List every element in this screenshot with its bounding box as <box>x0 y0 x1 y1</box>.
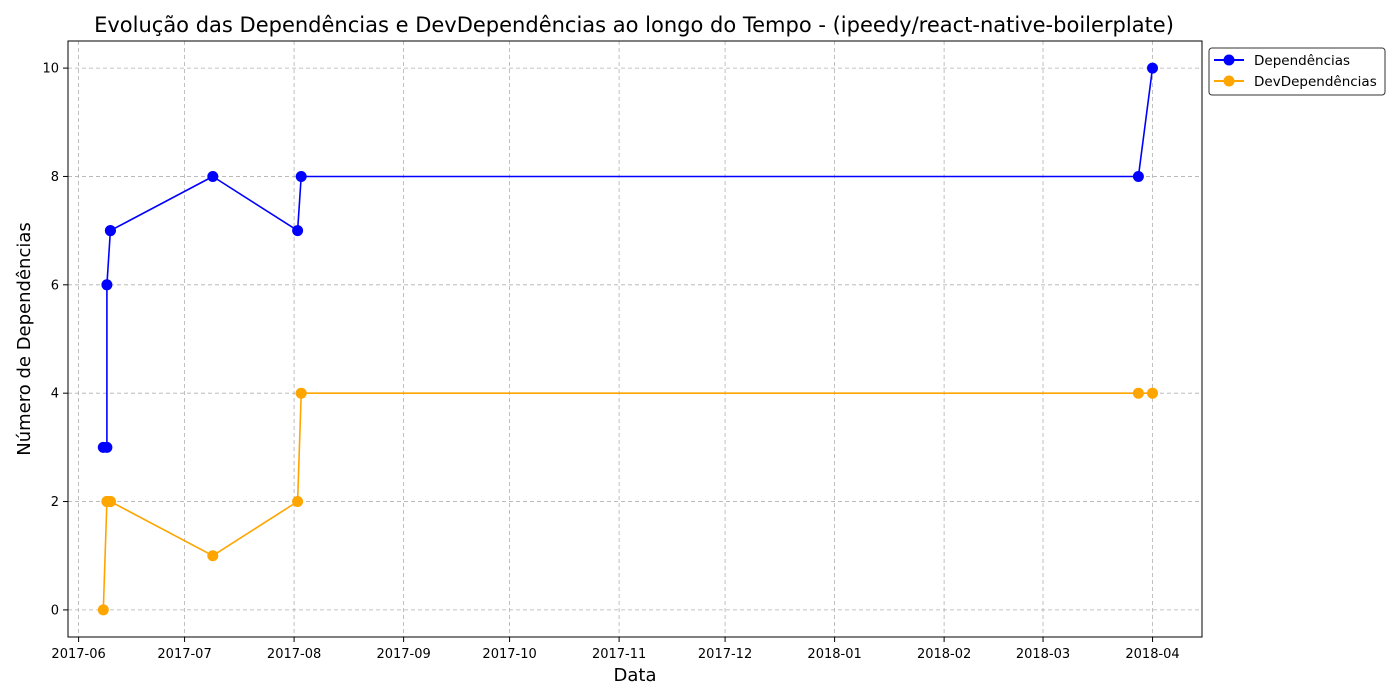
legend-marker-dependencias <box>1223 54 1235 66</box>
data-point-devdependencias <box>97 604 109 616</box>
chart-title: Evolução das Dependências e DevDependênc… <box>94 13 1174 37</box>
y-tick-label: 6 <box>51 278 59 293</box>
series-layer <box>97 62 1158 616</box>
x-tick-label: 2018-02 <box>917 647 971 662</box>
y-tick-label: 4 <box>51 387 59 402</box>
data-point-dependencias <box>292 225 304 237</box>
legend-box <box>1208 47 1386 96</box>
data-point-devdependencias <box>1132 387 1144 399</box>
x-tick-label: 2017-12 <box>698 647 752 662</box>
legend: Dependências DevDependências <box>1208 47 1386 96</box>
x-tick-label: 2017-10 <box>482 647 536 662</box>
x-tick-label: 2017-11 <box>592 647 646 662</box>
x-tick-label: 2017-07 <box>157 647 211 662</box>
y-tick-label: 2 <box>51 495 59 510</box>
data-point-dependencias <box>207 171 219 182</box>
y-tick-label: 10 <box>42 62 59 77</box>
x-tick-label: 2018-04 <box>1125 647 1179 662</box>
y-tick-label: 0 <box>51 603 59 618</box>
data-point-dependencias <box>1147 62 1158 74</box>
x-axis-title: Data <box>614 665 657 686</box>
data-point-devdependencias <box>295 387 307 399</box>
data-point-dependencias <box>1132 171 1144 182</box>
x-tick-label: 2017-08 <box>267 647 321 662</box>
x-tick-label: 2017-09 <box>376 647 430 662</box>
plot-frame <box>67 40 1203 638</box>
data-point-dependencias <box>104 225 116 237</box>
legend-marker-devdependencias <box>1223 75 1235 87</box>
legend-label-dependencias: Dependências <box>1254 53 1350 69</box>
axes: 2017-06 2017-07 2017-08 2017-09 2017-10 2017-… <box>42 62 1179 662</box>
data-point-devdependencias <box>1147 387 1158 399</box>
x-tick-label: 2018-03 <box>1016 647 1070 662</box>
data-point-devdependencias <box>207 550 219 562</box>
data-point-dependencias <box>295 171 307 182</box>
x-tick-label: 2018-01 <box>807 647 861 662</box>
data-point-devdependencias <box>104 496 116 507</box>
y-axis-title: Número de Dependências <box>14 222 35 456</box>
data-point-dependencias <box>101 441 113 453</box>
data-point-dependencias <box>101 279 113 291</box>
x-tick-label: 2017-06 <box>51 647 105 662</box>
legend-label-devdependencias: DevDependências <box>1254 74 1377 90</box>
data-point-devdependencias <box>292 496 304 507</box>
y-tick-label: 8 <box>51 170 59 185</box>
